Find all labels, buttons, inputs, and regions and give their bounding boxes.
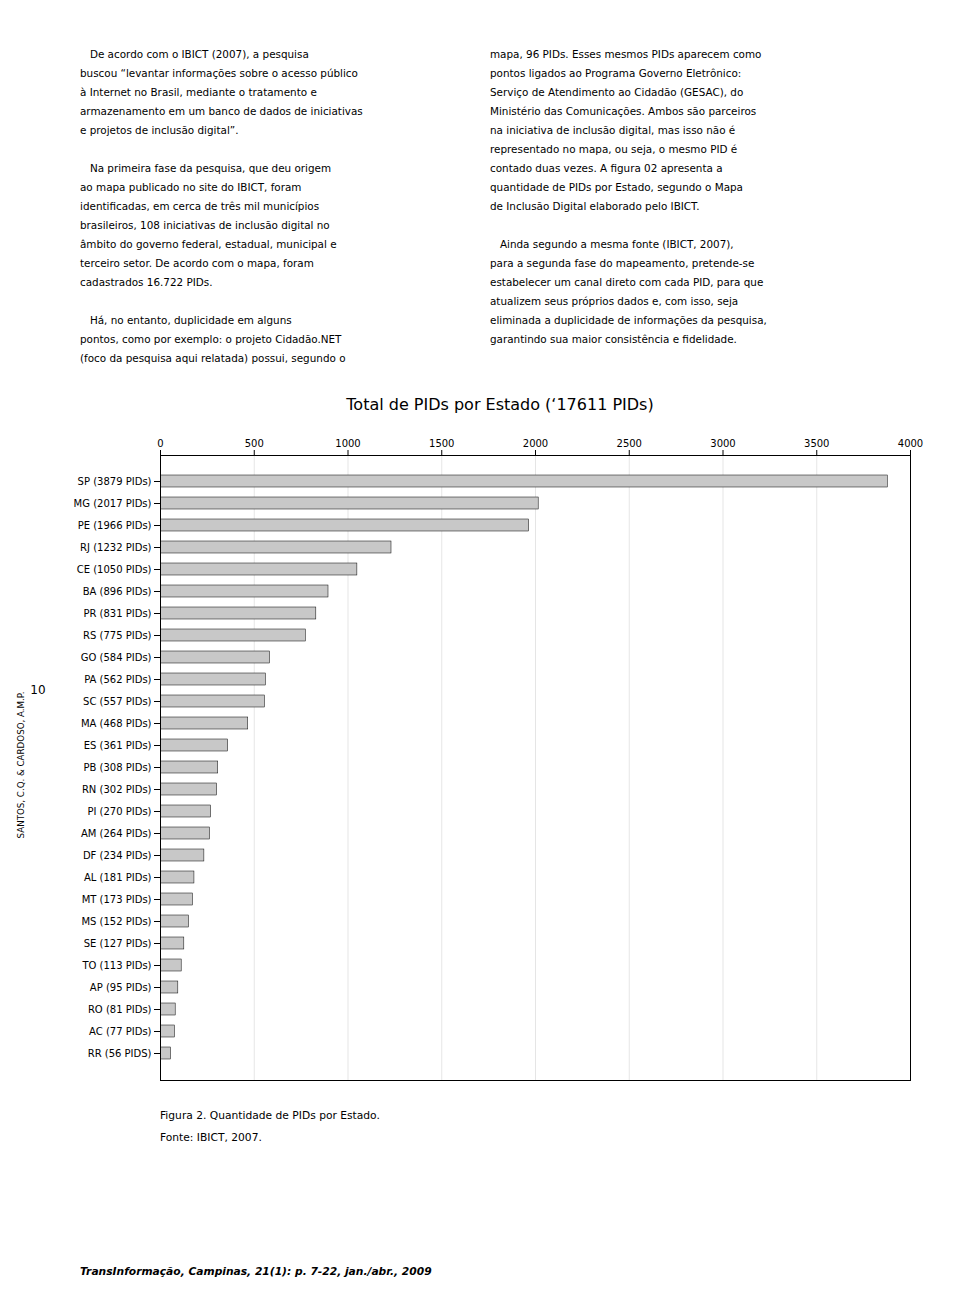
html-text:estabelecer um canal direto co: estabelecer um canal direto com cada PID… (490, 276, 764, 288)
svg-text:CE (1050 PIDs): CE (1050 PIDs) (77, 564, 152, 575)
html-text:eliminada a duplicidade de inf: eliminada a duplicidade de informações d… (490, 314, 767, 326)
html-text:pontos, como por exemplo: o pr: pontos, como por exemplo: o projeto Cida… (80, 333, 342, 345)
svg-text:TO (113 PIDs): TO (113 PIDs) (81, 960, 151, 971)
svg-text:0: 0 (157, 438, 163, 449)
svg-text:500: 500 (245, 438, 264, 449)
html-text:à Internet no Brasil, mediante: à Internet no Brasil, mediante o tratame… (80, 86, 317, 98)
svg-text:AM (264 PIDs): AM (264 PIDs) (81, 828, 152, 839)
html-text:Ministério das Comunicações. A: Ministério das Comunicações. Ambos são p… (490, 105, 757, 117)
svg-text:PI (270 PIDs): PI (270 PIDs) (87, 806, 151, 817)
svg-text:PA (562 PIDs): PA (562 PIDs) (84, 674, 151, 685)
svg-text:MT (173 PIDs): MT (173 PIDs) (82, 894, 152, 905)
svg-text:SE (127 PIDs): SE (127 PIDs) (84, 938, 152, 949)
html-text:pontos ligados ao Programa Gov: pontos ligados ao Programa Governo Eletr… (490, 67, 742, 79)
html-text:Ainda segundo a mesma fonte (I: Ainda segundo a mesma fonte (IBICT, 2007… (490, 238, 734, 250)
svg-text:MS (152 PIDs): MS (152 PIDs) (81, 916, 151, 927)
svg-text:RN (302 PIDs): RN (302 PIDs) (82, 784, 152, 795)
html-text:terceiro setor. De acordo com: terceiro setor. De acordo com o mapa, fo… (80, 257, 314, 269)
svg-text:AP (95 PIDs): AP (95 PIDs) (90, 982, 152, 993)
html-text:quantidade de PIDs por Estado,: quantidade de PIDs por Estado, segundo o… (490, 181, 743, 193)
svg-text:3500: 3500 (804, 438, 829, 449)
html-text:na iniciativa de inclusão digi: na iniciativa de inclusão digital, mas i… (490, 124, 736, 136)
svg-text:BA (896 PIDs): BA (896 PIDs) (83, 586, 152, 597)
html-text:contado duas vezes. A figura 0: contado duas vezes. A figura 02 apresent… (490, 162, 723, 174)
svg-text:1000: 1000 (335, 438, 360, 449)
svg-text:1500: 1500 (429, 438, 454, 449)
svg-text:AC (77 PIDs): AC (77 PIDs) (89, 1026, 152, 1037)
svg-text:4000: 4000 (898, 438, 923, 449)
html-text:Serviço de Atendimento ao Cida: Serviço de Atendimento ao Cidadão (GESAC… (490, 86, 744, 98)
html-text:Na primeira fase da pesquisa,: Na primeira fase da pesquisa, que deu or… (80, 162, 332, 174)
svg-text:SC (557 PIDs): SC (557 PIDs) (83, 696, 152, 707)
svg-text:RJ (1232 PIDs): RJ (1232 PIDs) (80, 542, 151, 553)
html-text:SANTOS, C.Q. & CARDOSO, A.M.P.: SANTOS, C.Q. & CARDOSO, A.M.P. (16, 691, 26, 839)
html-text:e projetos de inclusão digital: e projetos de inclusão digital”. (80, 124, 239, 136)
svg-text:2000: 2000 (523, 438, 548, 449)
html-text:Figura 2. Quantidade de PIDs p: Figura 2. Quantidade de PIDs por Estado. (160, 1109, 380, 1122)
html-text:para a segunda fase do mapeame: para a segunda fase do mapeamento, prete… (490, 257, 755, 269)
html-text:Há, no entanto, duplicidade em: Há, no entanto, duplicidade em alguns (80, 314, 292, 326)
html-text:cadastrados 16.722 PIDs.: cadastrados 16.722 PIDs. (80, 276, 213, 288)
html-text:Fonte: IBICT, 2007.: Fonte: IBICT, 2007. (160, 1131, 262, 1144)
html-text:buscou “levantar informações s: buscou “levantar informações sobre o ace… (80, 67, 358, 79)
svg-text:MA (468 PIDs): MA (468 PIDs) (81, 718, 152, 729)
html-text:Total de PIDs por Estado (‘176: Total de PIDs por Estado (‘17611 PIDs) (346, 395, 654, 414)
svg-text:AL (181 PIDs): AL (181 PIDs) (84, 872, 152, 883)
svg-text:ES (361 PIDs): ES (361 PIDs) (84, 740, 152, 751)
svg-text:3000: 3000 (710, 438, 735, 449)
html-text:ao mapa publicado no site do I: ao mapa publicado no site do IBICT, fora… (80, 181, 302, 193)
html-text:(foco da pesquisa aqui relatad: (foco da pesquisa aqui relatada) possui,… (80, 352, 346, 364)
html-text:identificadas, em cerca de trê: identificadas, em cerca de três mil muni… (80, 200, 320, 212)
html-text:mapa, 96 PIDs. Esses mesmos PI: mapa, 96 PIDs. Esses mesmos PIDs aparece… (490, 48, 762, 60)
html-text:garantindo sua maior consistên: garantindo sua maior consistência e fide… (490, 333, 737, 345)
svg-text:PR (831 PIDs): PR (831 PIDs) (83, 608, 151, 619)
html-text:De acordo com o IBICT (2007),: De acordo com o IBICT (2007), a pesquisa (80, 48, 309, 60)
html-text:armazenamento em um banco de d: armazenamento em um banco de dados de in… (80, 105, 363, 117)
html-text:representado no mapa, ou seja,: representado no mapa, ou seja, o mesmo P… (490, 143, 738, 155)
svg-text:RO (81 PIDs): RO (81 PIDs) (88, 1004, 152, 1015)
html-text:âmbito do governo federal, est: âmbito do governo federal, estadual, mun… (80, 238, 337, 250)
svg-text:PE (1966 PIDs): PE (1966 PIDs) (78, 520, 152, 531)
svg-text:SP (3879 PIDs): SP (3879 PIDs) (78, 476, 152, 487)
html-text:de Inclusão Digital elaborado: de Inclusão Digital elaborado pelo IBICT… (490, 200, 700, 212)
html-text:brasileiros, 108 iniciativas d: brasileiros, 108 iniciativas de inclusão… (80, 219, 330, 231)
html-text:atualizem seus próprios dados: atualizem seus próprios dados e, com iss… (490, 295, 739, 307)
svg-text:GO (584 PIDs): GO (584 PIDs) (81, 652, 152, 663)
svg-text:2500: 2500 (617, 438, 642, 449)
html-text:TransInformação, Campinas, 21(: TransInformação, Campinas, 21(1): p. 7-2… (80, 1265, 432, 1278)
html-text:10: 10 (30, 683, 46, 697)
svg-text:RR (56 PIDS): RR (56 PIDS) (88, 1048, 152, 1059)
svg-text:MG (2017 PIDs): MG (2017 PIDs) (74, 498, 152, 509)
svg-text:PB (308 PIDs): PB (308 PIDs) (83, 762, 151, 773)
svg-text:DF (234 PIDs): DF (234 PIDs) (83, 850, 152, 861)
svg-text:RS (775 PIDs): RS (775 PIDs) (83, 630, 152, 641)
